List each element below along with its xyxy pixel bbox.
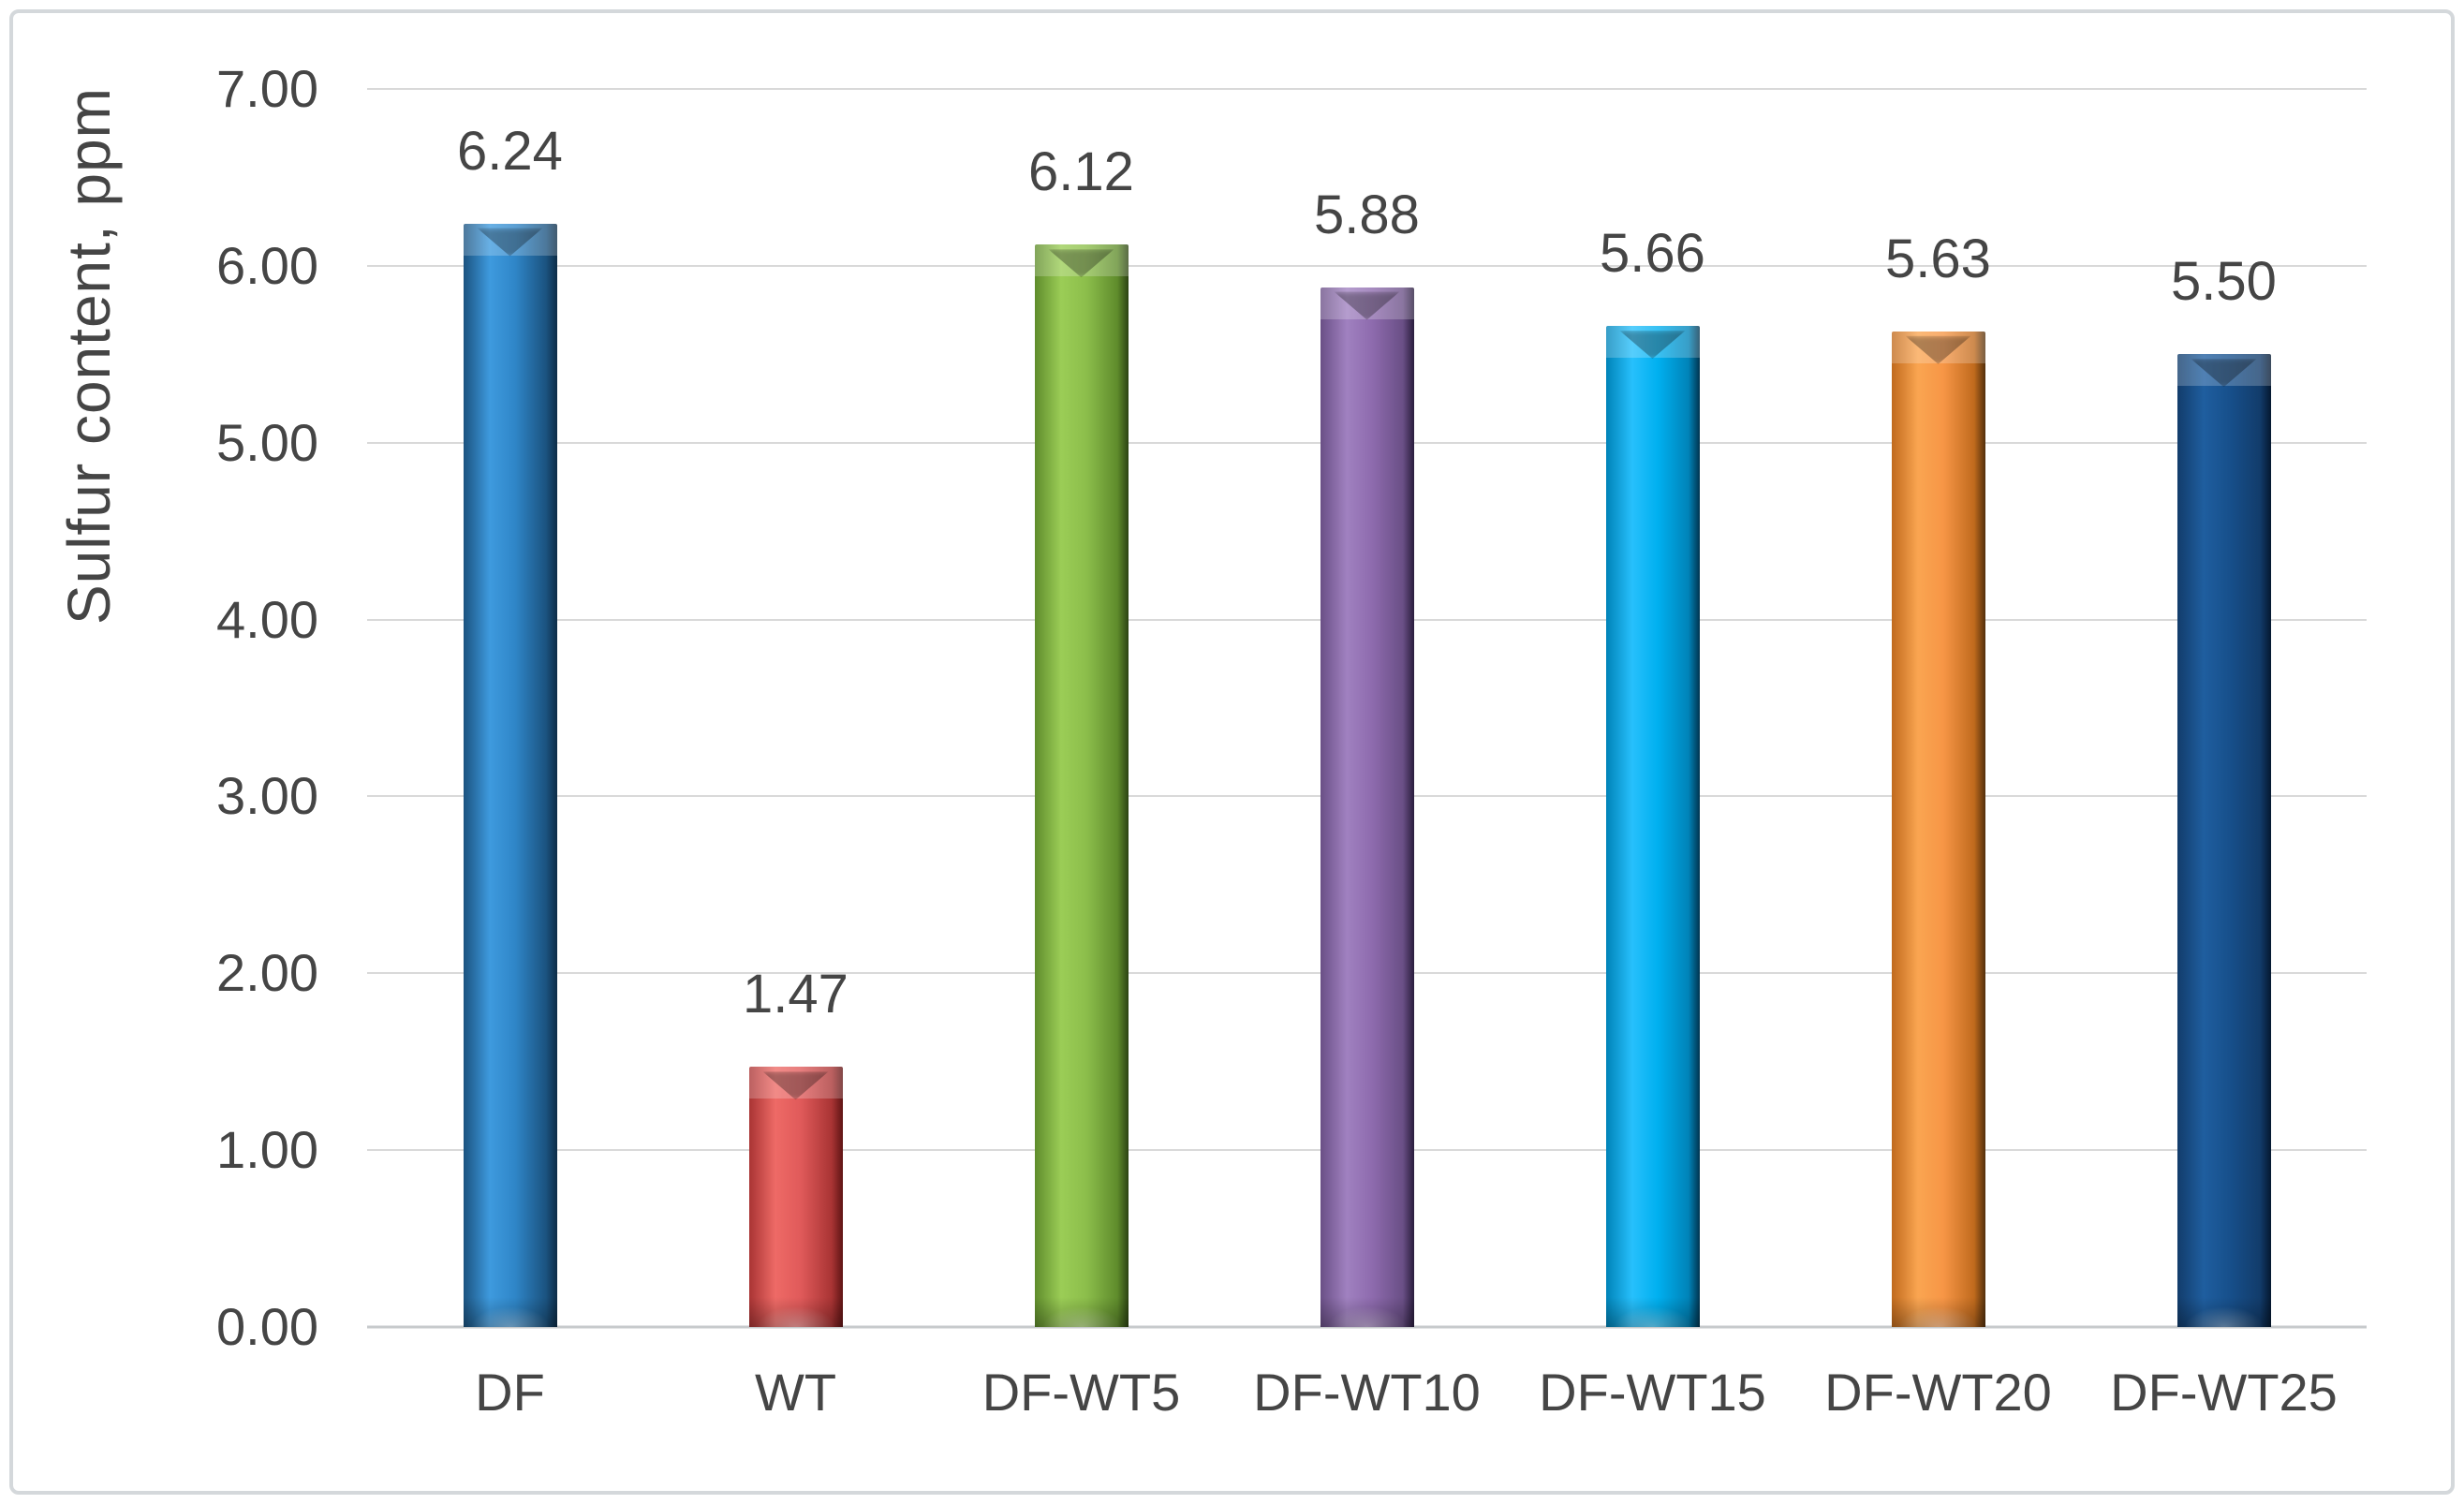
- bar-DF: 6.24: [457, 124, 563, 1327]
- bar-bottom-glow: [463, 1303, 557, 1327]
- bar-top-bevel: [1891, 331, 1985, 363]
- bar-value-label-DF-WT20: 5.63: [1885, 228, 1991, 289]
- bar-bottom-bevel: [1034, 1297, 1129, 1327]
- bar-bottom-glow: [1034, 1303, 1129, 1327]
- bar-slot-DF-WT25: 5.50: [2081, 89, 2367, 1327]
- bar-slot-DF-WT15: 5.66: [1510, 89, 1795, 1327]
- gridline-6.00: [367, 264, 2367, 267]
- bar-top-bevel: [2176, 354, 2271, 387]
- bar-bottom-bevel: [748, 1297, 843, 1327]
- y-tick-label-4.00: 4.00: [216, 589, 318, 649]
- x-tick-label-WT: WT: [754, 1363, 837, 1422]
- bar-bottom-glow: [1891, 1303, 1985, 1327]
- x-tick-label-DF-WT15: DF-WT15: [1539, 1363, 1766, 1422]
- x-tick-label-DF-WT5: DF-WT5: [981, 1363, 1181, 1422]
- bar-slot-DF-WT10: 5.88: [1224, 89, 1510, 1327]
- y-axis-title: Sulfur content, ppm: [55, 87, 123, 625]
- x-tick-label-DF-WT10: DF-WT10: [1253, 1363, 1481, 1422]
- x-tick-label-DF-WT20: DF-WT20: [1824, 1363, 2052, 1422]
- bar-top-bevel: [748, 1067, 843, 1099]
- bars-row: 6.24 1.47 6.12 5.88 5.66 5.63 5.50: [367, 89, 2367, 1327]
- bar-DF-WT25: 5.50: [2171, 255, 2277, 1327]
- bar-value-label-DF-WT15: 5.66: [1600, 223, 1705, 285]
- bar-DF-WT15: 5.66: [1600, 227, 1705, 1327]
- bar-bottom-glow: [748, 1303, 843, 1327]
- bar-top-bevel: [463, 223, 557, 256]
- y-tick-label-5.00: 5.00: [216, 412, 318, 472]
- bar-DF-WT20: 5.63: [1885, 231, 1991, 1327]
- bar-bottom-bevel: [1891, 1297, 1985, 1327]
- y-tick-label-2.00: 2.00: [216, 943, 318, 1003]
- bar-top-bevel: [1320, 287, 1414, 319]
- bar-bottom-bevel: [463, 1297, 557, 1327]
- bar-bottom-glow: [1605, 1303, 1700, 1327]
- bar-WT: 1.47: [743, 967, 848, 1327]
- bar-value-label-DF: 6.24: [457, 120, 563, 182]
- gridline-7.00: [367, 88, 2367, 90]
- bar-top-bevel: [1034, 244, 1129, 277]
- bar-DF-WT10: 5.88: [1314, 187, 1420, 1327]
- bar-DF-WT5: 6.12: [1028, 145, 1134, 1327]
- y-tick-label-7.00: 7.00: [216, 59, 318, 118]
- bar-bottom-bevel: [1605, 1297, 1700, 1327]
- y-tick-label-1.00: 1.00: [216, 1120, 318, 1180]
- bar-value-label-DF-WT25: 5.50: [2171, 251, 2277, 313]
- x-tick-label-DF-WT25: DF-WT25: [2110, 1363, 2338, 1422]
- bar-bottom-bevel: [2176, 1297, 2271, 1327]
- bar-bottom-glow: [1320, 1303, 1414, 1327]
- bar-value-label-DF-WT10: 5.88: [1314, 184, 1420, 245]
- bar-slot-WT: 1.47: [653, 89, 938, 1327]
- gridline-0.00: [367, 1325, 2367, 1329]
- plot-area: 0.00 1.00 2.00 3.00 4.00 5.00 6.00 7.00 6.24 1.4…: [216, 63, 2367, 1419]
- bar-value-label-DF-WT5: 6.12: [1028, 141, 1134, 203]
- bar-value-label-WT: 1.47: [743, 964, 848, 1025]
- bar-slot-DF-WT5: 6.12: [938, 89, 1224, 1327]
- x-tick-label-DF: DF: [475, 1363, 545, 1422]
- y-tick-label-0.00: 0.00: [216, 1297, 318, 1356]
- bar-top-bevel: [1605, 326, 1700, 359]
- y-tick-label-6.00: 6.00: [216, 235, 318, 295]
- bar-slot-DF: 6.24: [367, 89, 653, 1327]
- bar-slot-DF-WT20: 5.63: [1795, 89, 2081, 1327]
- chart-frame: [9, 9, 2455, 1495]
- y-tick-label-3.00: 3.00: [216, 766, 318, 826]
- bar-bottom-glow: [2176, 1303, 2271, 1327]
- x-axis-labels: DF WT DF-WT5 DF-WT10 DF-WT15 DF-WT20 DF-WT25: [367, 1366, 2367, 1419]
- bar-bottom-bevel: [1320, 1297, 1414, 1327]
